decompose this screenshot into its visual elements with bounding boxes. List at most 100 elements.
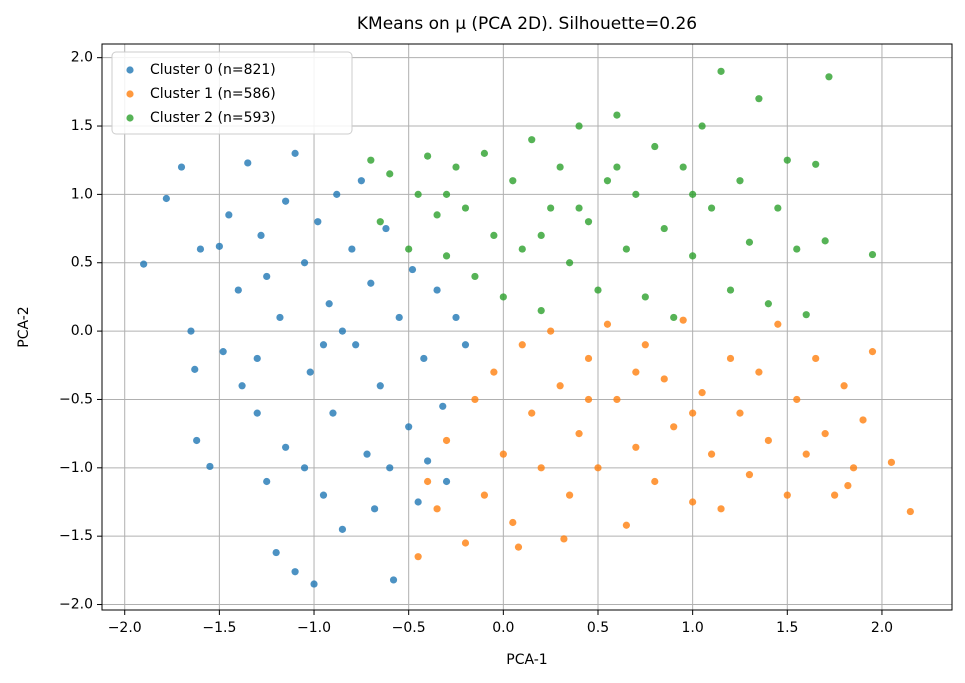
chart-title: KMeans on μ (PCA 2D). Silhouette=0.26 [357, 14, 697, 34]
legend: Cluster 0 (n=821) Cluster 1 (n=586) Cluste… [111, 51, 353, 135]
point [433, 286, 441, 294]
point [575, 430, 583, 438]
point [594, 286, 602, 294]
y-tick-label: 0.5 [71, 255, 93, 271]
point [831, 491, 839, 499]
point [547, 327, 555, 335]
y-tick-label: 1.0 [71, 186, 93, 202]
point [802, 311, 810, 319]
point [162, 194, 170, 203]
point [338, 525, 347, 533]
point [670, 423, 678, 431]
point [584, 218, 593, 226]
point [490, 368, 498, 376]
y-tick-label: 2.0 [71, 50, 93, 66]
legend-label: Cluster 2 (n=593) [150, 110, 276, 126]
point [613, 111, 621, 119]
point [726, 286, 735, 294]
point [594, 464, 602, 472]
point [272, 548, 280, 557]
point [783, 156, 791, 164]
point [584, 395, 593, 404]
point [333, 190, 341, 198]
point [480, 491, 489, 499]
point [849, 464, 858, 472]
point [651, 142, 659, 151]
point [244, 159, 252, 167]
point [424, 152, 432, 160]
y-axis-label: PCA-2 [16, 306, 32, 347]
point [679, 316, 687, 324]
point [793, 245, 801, 253]
point [306, 368, 314, 376]
point [338, 327, 347, 335]
point [717, 67, 725, 75]
point [575, 204, 583, 212]
point [442, 436, 451, 445]
point [187, 327, 195, 335]
point [367, 279, 375, 287]
point [679, 163, 687, 171]
point [424, 477, 432, 486]
point [314, 218, 322, 226]
point [802, 450, 810, 458]
point [537, 231, 545, 240]
point [514, 543, 523, 551]
point [395, 313, 403, 322]
legend-marker [126, 90, 134, 98]
point [257, 231, 265, 240]
point [613, 163, 621, 171]
point [707, 204, 716, 212]
point [528, 136, 536, 144]
point [376, 382, 384, 390]
point [357, 177, 365, 185]
series [140, 149, 470, 588]
point [276, 313, 284, 322]
point [660, 375, 668, 383]
point [821, 237, 829, 245]
point [547, 204, 555, 212]
y-tick-label: −2.0 [59, 597, 93, 613]
x-tick-label: −0.5 [392, 620, 426, 636]
point [263, 272, 271, 281]
series [367, 67, 877, 322]
point [774, 320, 782, 328]
point [414, 190, 422, 198]
point [442, 190, 451, 198]
point [793, 395, 801, 404]
point [821, 430, 829, 438]
point [291, 568, 299, 576]
point [745, 238, 754, 246]
point [556, 382, 564, 390]
point [698, 122, 706, 130]
point [177, 163, 186, 171]
point [812, 354, 820, 363]
point [783, 491, 791, 499]
point [641, 293, 649, 301]
point [414, 553, 422, 561]
point [389, 576, 398, 584]
point [499, 450, 507, 458]
point [518, 245, 526, 253]
point [632, 190, 640, 198]
point [613, 395, 621, 404]
point [263, 477, 271, 486]
point [386, 464, 394, 472]
point [774, 204, 782, 212]
point [234, 286, 242, 294]
point [584, 354, 593, 363]
point [480, 149, 489, 157]
plot-frame [101, 43, 953, 611]
x-tick-label: −1.5 [202, 620, 236, 636]
point [844, 481, 852, 490]
point [660, 224, 668, 233]
point [509, 177, 517, 185]
x-tick-label: 2.0 [871, 620, 893, 636]
point [565, 491, 574, 499]
point [859, 416, 867, 424]
point [319, 491, 328, 499]
point [225, 211, 233, 219]
point [461, 539, 470, 547]
point [215, 242, 223, 250]
point [424, 457, 432, 465]
